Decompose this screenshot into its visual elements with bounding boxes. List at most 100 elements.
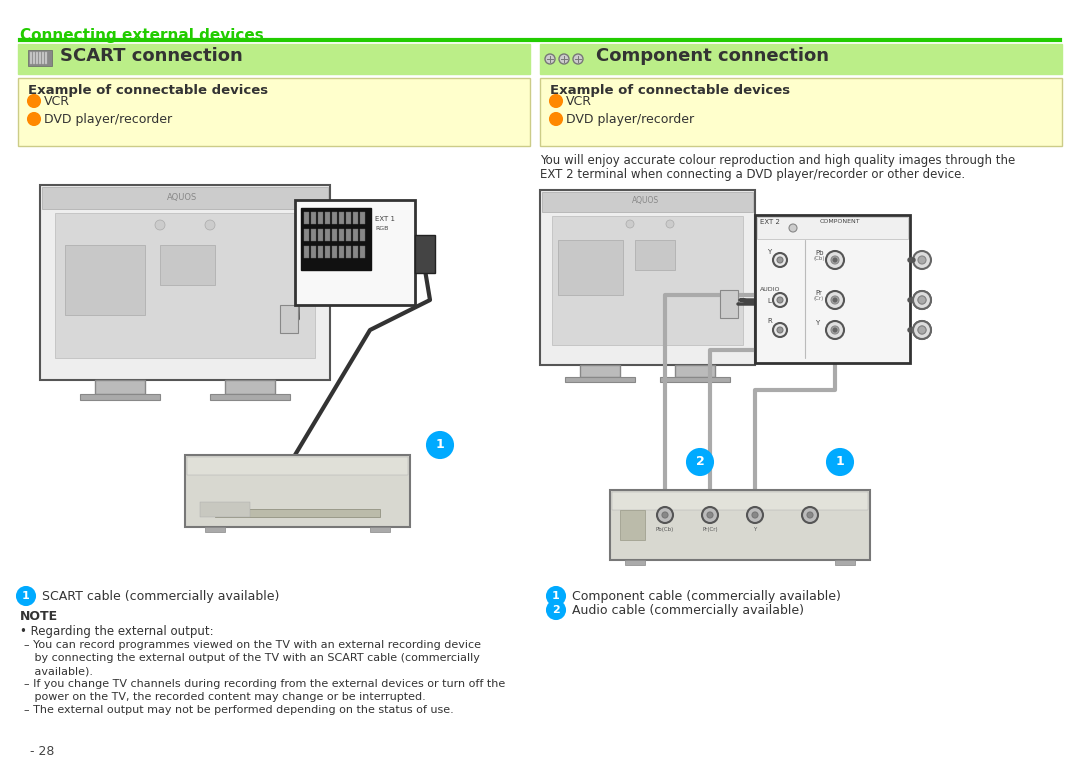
Text: L: L (767, 298, 771, 304)
Bar (39, 52, 41, 64)
Circle shape (834, 329, 837, 331)
Circle shape (913, 291, 931, 309)
Bar (225, 380, 275, 394)
Text: 1: 1 (836, 455, 845, 468)
Circle shape (752, 512, 758, 518)
Circle shape (662, 512, 669, 518)
Circle shape (831, 326, 839, 334)
Bar (346, 229, 351, 241)
Bar (339, 212, 345, 224)
Bar (542, 192, 753, 212)
Text: DVD player/recorder: DVD player/recorder (44, 113, 172, 126)
Circle shape (773, 293, 787, 307)
Text: Pr: Pr (815, 290, 822, 296)
Bar (215, 509, 380, 517)
Circle shape (205, 220, 215, 230)
Bar (200, 502, 249, 517)
Bar (415, 235, 435, 273)
Circle shape (913, 321, 931, 339)
Bar (30, 52, 32, 64)
Circle shape (807, 512, 813, 518)
Circle shape (666, 220, 674, 228)
Text: 1: 1 (435, 438, 444, 451)
Bar (620, 510, 645, 540)
Bar (311, 212, 316, 224)
Text: Connecting external devices: Connecting external devices (21, 28, 264, 43)
Bar (325, 229, 330, 241)
Text: NOTE: NOTE (21, 610, 58, 623)
Bar (835, 560, 855, 565)
Circle shape (573, 54, 583, 64)
Circle shape (626, 220, 634, 228)
Bar (558, 240, 623, 295)
Text: R: R (767, 318, 772, 324)
Bar (318, 212, 323, 224)
Bar (612, 492, 868, 510)
Text: Pr(Cr): Pr(Cr) (702, 527, 718, 532)
Text: – You can record programmes viewed on the TV with an external recording device: – You can record programmes viewed on th… (24, 640, 481, 650)
Text: • Regarding the external output:: • Regarding the external output: (21, 625, 214, 638)
Bar (540, 44, 1062, 74)
Bar (80, 394, 160, 400)
Bar (353, 212, 357, 224)
Bar (625, 560, 645, 565)
Text: 1: 1 (552, 591, 559, 601)
Text: – The external output may not be performed depending on the status of use.: – The external output may not be perform… (24, 705, 454, 715)
Bar (303, 246, 309, 258)
Bar (755, 215, 910, 363)
Text: Y: Y (815, 320, 820, 326)
Text: COMPONENT: COMPONENT (820, 219, 861, 224)
Bar (280, 305, 298, 333)
Circle shape (918, 326, 926, 334)
Bar (610, 490, 870, 560)
Circle shape (802, 507, 818, 523)
Text: RGB: RGB (375, 226, 389, 231)
Text: EXT 2 terminal when connecting a DVD player/recorder or other device.: EXT 2 terminal when connecting a DVD pla… (540, 168, 966, 181)
Text: SCART connection: SCART connection (60, 47, 243, 65)
Bar (318, 229, 323, 241)
Bar (339, 246, 345, 258)
Bar (28, 50, 52, 66)
Text: Example of connectable devices: Example of connectable devices (28, 84, 268, 97)
Text: Pb(Cb): Pb(Cb) (656, 527, 674, 532)
Text: 2: 2 (696, 455, 704, 468)
Bar (205, 527, 225, 532)
Text: 2: 2 (552, 605, 559, 615)
Circle shape (826, 291, 843, 309)
Circle shape (918, 256, 926, 264)
Text: VCR: VCR (44, 95, 70, 108)
Text: Component connection: Component connection (596, 47, 829, 65)
Bar (757, 217, 908, 239)
Bar (346, 212, 351, 224)
Circle shape (702, 507, 718, 523)
Bar (55, 213, 315, 358)
Bar (552, 216, 743, 345)
Text: available).: available). (24, 666, 93, 676)
Bar (660, 377, 730, 382)
Circle shape (831, 256, 839, 264)
Bar (346, 246, 351, 258)
Bar (187, 457, 408, 475)
Bar (580, 365, 620, 377)
Circle shape (545, 54, 555, 64)
Circle shape (559, 54, 569, 64)
Circle shape (427, 432, 453, 458)
Circle shape (913, 291, 931, 309)
Circle shape (777, 257, 783, 263)
Text: Component cable (commercially available): Component cable (commercially available) (572, 590, 841, 603)
Bar (40, 185, 330, 380)
Bar (360, 212, 365, 224)
Bar (360, 229, 365, 241)
Bar (311, 229, 316, 241)
Bar (295, 200, 415, 305)
Text: Example of connectable devices: Example of connectable devices (550, 84, 791, 97)
Circle shape (657, 507, 673, 523)
Bar (18, 78, 530, 146)
Circle shape (918, 296, 926, 304)
Text: AQUOS: AQUOS (167, 193, 198, 202)
Text: 1: 1 (22, 591, 30, 601)
Bar (311, 246, 316, 258)
Text: EXT 2: EXT 2 (760, 219, 780, 225)
Bar (185, 455, 410, 527)
Text: power on the TV, the recorded content may change or be interrupted.: power on the TV, the recorded content ma… (24, 692, 426, 702)
